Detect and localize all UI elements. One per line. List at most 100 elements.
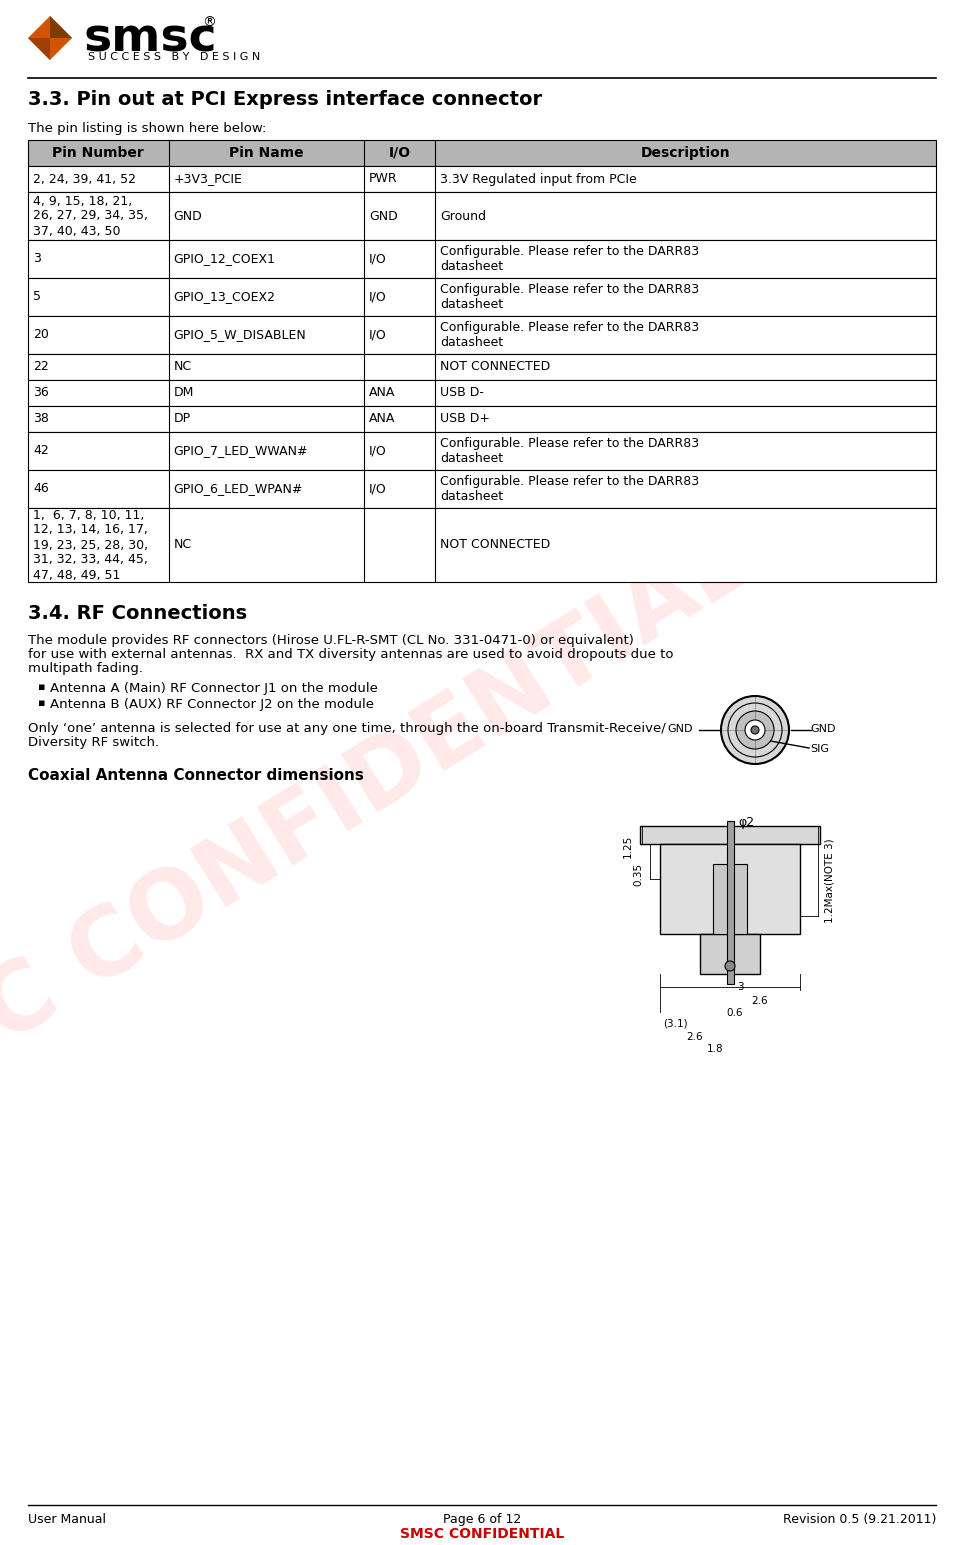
Text: DM: DM <box>174 386 194 400</box>
Text: φ2: φ2 <box>738 816 754 830</box>
Text: 0.35: 0.35 <box>633 862 643 885</box>
Circle shape <box>745 720 765 740</box>
Text: I/O: I/O <box>369 482 387 496</box>
Polygon shape <box>50 15 72 39</box>
Text: I/O: I/O <box>369 445 387 457</box>
Text: Ground: Ground <box>440 210 486 222</box>
Text: 2.6: 2.6 <box>686 1032 704 1041</box>
Bar <box>28 508 936 582</box>
Text: PWR: PWR <box>369 173 397 185</box>
Bar <box>713 864 747 935</box>
Text: GPIO_12_COEX1: GPIO_12_COEX1 <box>174 252 276 266</box>
Text: Diversity RF switch.: Diversity RF switch. <box>28 735 159 749</box>
Text: NOT CONNECTED: NOT CONNECTED <box>440 539 550 552</box>
Text: 2.6: 2.6 <box>752 997 768 1006</box>
Text: 3: 3 <box>33 252 40 266</box>
Bar <box>28 317 936 354</box>
Text: GPIO_7_LED_WWAN#: GPIO_7_LED_WWAN# <box>174 445 308 457</box>
Text: Configurable. Please refer to the DARR83
datasheet: Configurable. Please refer to the DARR83… <box>440 321 699 349</box>
Text: NC: NC <box>174 360 192 374</box>
Text: Pin Name: Pin Name <box>229 145 304 161</box>
Bar <box>28 239 936 278</box>
Text: SMSC CONFIDENTIAL: SMSC CONFIDENTIAL <box>0 514 767 1185</box>
Text: NC: NC <box>174 539 192 552</box>
Text: 1.8: 1.8 <box>707 1044 723 1054</box>
Text: Antenna A (Main) RF Connector J1 on the module: Antenna A (Main) RF Connector J1 on the … <box>50 681 378 695</box>
Bar <box>28 470 936 508</box>
Text: The module provides RF connectors (Hirose U.FL-R-SMT (CL No. 331-0471-0) or equi: The module provides RF connectors (Hiros… <box>28 633 634 647</box>
Text: ▪: ▪ <box>38 698 45 708</box>
Text: for use with external antennas.  RX and TX diversity antennas are used to avoid : for use with external antennas. RX and T… <box>28 647 674 661</box>
Text: Antenna B (AUX) RF Connector J2 on the module: Antenna B (AUX) RF Connector J2 on the m… <box>50 698 374 711</box>
Text: 3.4. RF Connections: 3.4. RF Connections <box>28 604 247 623</box>
Bar <box>727 820 734 984</box>
Text: Configurable. Please refer to the DARR83
datasheet: Configurable. Please refer to the DARR83… <box>440 474 699 504</box>
Text: ANA: ANA <box>369 386 395 400</box>
Bar <box>28 141 936 165</box>
Text: I/O: I/O <box>388 145 411 161</box>
Bar <box>28 354 936 380</box>
Bar <box>28 380 936 406</box>
Text: Configurable. Please refer to the DARR83
datasheet: Configurable. Please refer to the DARR83… <box>440 246 699 273</box>
Circle shape <box>751 726 759 734</box>
Text: (3.1): (3.1) <box>662 1018 687 1027</box>
Text: 2, 24, 39, 41, 52: 2, 24, 39, 41, 52 <box>33 173 136 185</box>
Bar <box>640 827 820 844</box>
Text: 3.3. Pin out at PCI Express interface connector: 3.3. Pin out at PCI Express interface co… <box>28 90 542 110</box>
Text: USB D+: USB D+ <box>440 413 490 425</box>
Bar <box>660 844 800 935</box>
Text: User Manual: User Manual <box>28 1513 106 1526</box>
Text: Pin Number: Pin Number <box>52 145 145 161</box>
Polygon shape <box>28 39 50 60</box>
Text: 36: 36 <box>33 386 49 400</box>
Text: 4, 9, 15, 18, 21,
26, 27, 29, 34, 35,
37, 40, 43, 50: 4, 9, 15, 18, 21, 26, 27, 29, 34, 35, 37… <box>33 195 148 238</box>
Text: 3.3V Regulated input from PCIe: 3.3V Regulated input from PCIe <box>440 173 636 185</box>
Circle shape <box>725 961 735 970</box>
Text: GND: GND <box>667 725 692 734</box>
Bar <box>28 406 936 433</box>
Text: ANA: ANA <box>369 413 395 425</box>
Text: ▪: ▪ <box>38 681 45 692</box>
Text: 1.25: 1.25 <box>623 834 633 857</box>
Text: 42: 42 <box>33 445 49 457</box>
Text: 5: 5 <box>33 290 41 303</box>
Text: 22: 22 <box>33 360 49 374</box>
Text: 20: 20 <box>33 329 49 341</box>
Circle shape <box>721 695 789 763</box>
Text: I/O: I/O <box>369 329 387 341</box>
Text: GPIO_5_W_DISABLEN: GPIO_5_W_DISABLEN <box>174 329 307 341</box>
Text: The pin listing is shown here below:: The pin listing is shown here below: <box>28 122 266 134</box>
Text: 3: 3 <box>736 983 743 992</box>
Text: GPIO_13_COEX2: GPIO_13_COEX2 <box>174 290 276 303</box>
Text: ®: ® <box>202 15 216 29</box>
Text: Description: Description <box>641 145 730 161</box>
Text: DP: DP <box>174 413 191 425</box>
Text: Only ‘one’ antenna is selected for use at any one time, through the on-board Tra: Only ‘one’ antenna is selected for use a… <box>28 722 666 735</box>
Bar <box>28 433 936 470</box>
Text: SIG: SIG <box>810 745 829 754</box>
Text: 0.6: 0.6 <box>727 1007 743 1018</box>
Text: NOT CONNECTED: NOT CONNECTED <box>440 360 550 374</box>
Text: USB D-: USB D- <box>440 386 484 400</box>
Text: SMSC CONFIDENTIAL: SMSC CONFIDENTIAL <box>400 1526 564 1540</box>
Text: 1,  6, 7, 8, 10, 11,
12, 13, 14, 16, 17,
19, 23, 25, 28, 30,
31, 32, 33, 44, 45,: 1, 6, 7, 8, 10, 11, 12, 13, 14, 16, 17, … <box>33 508 148 581</box>
Text: 1.2Max(NOTE 3): 1.2Max(NOTE 3) <box>825 839 835 924</box>
Text: I/O: I/O <box>369 290 387 303</box>
Text: Coaxial Antenna Connector dimensions: Coaxial Antenna Connector dimensions <box>28 768 363 783</box>
Text: Revision 0.5 (9.21.2011): Revision 0.5 (9.21.2011) <box>783 1513 936 1526</box>
Text: Configurable. Please refer to the DARR83
datasheet: Configurable. Please refer to the DARR83… <box>440 437 699 465</box>
Text: S U C C E S S   B Y   D E S I G N: S U C C E S S B Y D E S I G N <box>88 53 260 62</box>
Text: +3V3_PCIE: +3V3_PCIE <box>174 173 243 185</box>
Text: Page 6 of 12: Page 6 of 12 <box>442 1513 522 1526</box>
Text: multipath fading.: multipath fading. <box>28 661 143 675</box>
Bar <box>28 192 936 239</box>
Text: GND: GND <box>810 725 836 734</box>
Polygon shape <box>28 15 72 60</box>
Text: GND: GND <box>369 210 398 222</box>
Bar <box>28 165 936 192</box>
Text: 38: 38 <box>33 413 49 425</box>
Text: Configurable. Please refer to the DARR83
datasheet: Configurable. Please refer to the DARR83… <box>440 283 699 311</box>
Bar <box>700 935 760 973</box>
Circle shape <box>736 711 774 749</box>
Text: GND: GND <box>174 210 202 222</box>
